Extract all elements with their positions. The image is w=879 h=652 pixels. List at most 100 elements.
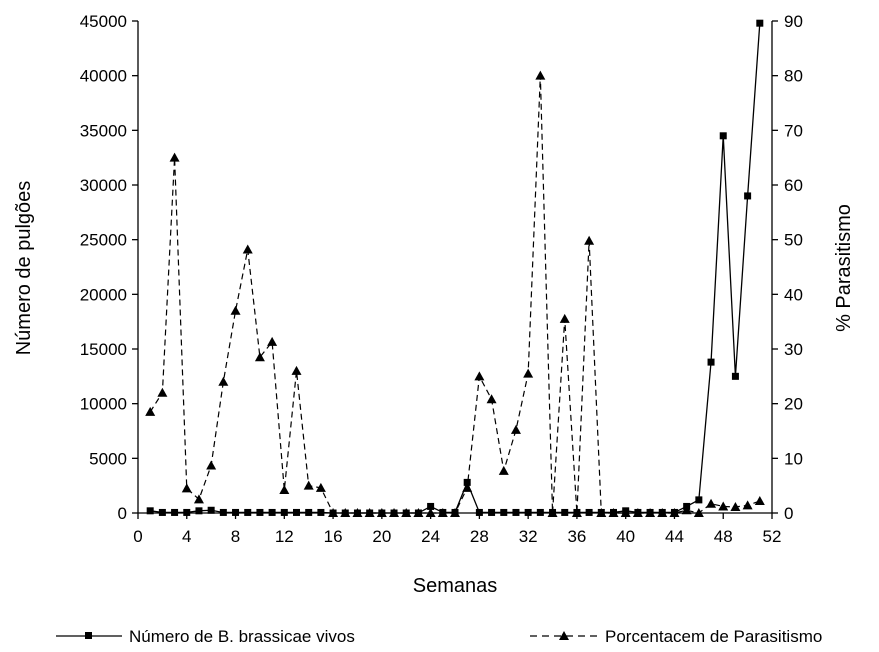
x-tick-label: 0 xyxy=(133,527,142,546)
point-parasitism xyxy=(523,368,534,378)
legend: Número de B. brassicae vivos Porcentacem… xyxy=(56,627,822,646)
y-tick-label: 35000 xyxy=(80,121,127,140)
point-parasitism xyxy=(315,482,326,492)
point-parasitism xyxy=(645,508,656,517)
series-line-live-aphids xyxy=(150,23,761,514)
point-parasitism xyxy=(279,485,290,495)
point-parasitism xyxy=(693,508,704,517)
y2-tick-label: 70 xyxy=(784,121,803,140)
x-tick-label: 20 xyxy=(372,527,391,546)
point-live-aphids xyxy=(171,508,179,516)
point-parasitism xyxy=(425,508,436,517)
legend-marker-square xyxy=(85,632,92,639)
point-parasitism xyxy=(145,406,156,416)
point-parasitism xyxy=(559,313,570,323)
point-parasitism xyxy=(230,305,241,315)
y-tick-label: 25000 xyxy=(80,231,127,250)
point-live-aphids xyxy=(707,358,715,366)
point-parasitism xyxy=(376,508,387,517)
point-live-aphids xyxy=(585,508,593,516)
x-axis-title: Semanas xyxy=(413,575,498,597)
point-parasitism xyxy=(486,394,497,404)
y2-tick-label: 50 xyxy=(784,231,803,250)
point-parasitism xyxy=(754,495,765,505)
point-parasitism xyxy=(328,508,339,517)
x-tick-label: 36 xyxy=(567,527,586,546)
point-parasitism xyxy=(437,508,448,517)
y2-tick-label: 90 xyxy=(784,12,803,31)
y-tick-label: 45000 xyxy=(80,12,127,31)
series-parasitism xyxy=(145,70,765,517)
x-tick-label: 44 xyxy=(665,527,684,546)
point-parasitism xyxy=(364,508,375,517)
point-live-aphids xyxy=(232,508,240,516)
x-tick-label: 52 xyxy=(763,527,782,546)
point-parasitism xyxy=(718,501,729,511)
x-tick-label: 16 xyxy=(324,527,343,546)
y-axis-title: Número de pulgões xyxy=(13,181,35,356)
point-live-aphids xyxy=(731,372,739,380)
point-parasitism xyxy=(620,508,631,517)
point-live-aphids xyxy=(561,508,569,516)
point-parasitism xyxy=(389,508,400,517)
legend-item-parasitism: Porcentacem de Parasitismo xyxy=(530,627,822,646)
y-tick-label: 40000 xyxy=(80,67,127,86)
point-parasitism xyxy=(206,460,217,470)
series-line-parasitism xyxy=(149,75,761,514)
point-parasitism xyxy=(340,508,351,517)
y2-tick-label: 0 xyxy=(784,504,793,523)
y-tick-label: 20000 xyxy=(80,285,127,304)
axes: 0 4 8 12 16 20 24 28 32 36 40 44 48 52050001000015000… xyxy=(80,12,803,546)
point-parasitism xyxy=(181,483,192,493)
legend-item-live-aphids: Número de B. brassicae vivos xyxy=(56,627,355,646)
point-parasitism xyxy=(742,500,753,510)
point-parasitism xyxy=(596,508,607,517)
point-live-aphids xyxy=(293,508,300,516)
point-live-aphids xyxy=(280,508,288,516)
point-live-aphids xyxy=(427,502,435,510)
point-parasitism xyxy=(401,508,412,517)
point-parasitism xyxy=(632,508,643,517)
point-parasitism xyxy=(291,365,302,375)
y-tick-label: 0 xyxy=(118,504,127,523)
point-parasitism xyxy=(413,508,424,517)
x-tick-label: 40 xyxy=(616,527,635,546)
x-tick-label: 48 xyxy=(714,527,733,546)
point-parasitism xyxy=(450,508,460,517)
point-live-aphids xyxy=(500,508,508,516)
y2-tick-label: 20 xyxy=(784,395,803,414)
point-live-aphids xyxy=(463,478,471,486)
point-live-aphids xyxy=(195,507,203,515)
point-live-aphids xyxy=(536,508,544,516)
point-parasitism xyxy=(730,501,741,511)
point-live-aphids xyxy=(475,508,483,516)
point-parasitism xyxy=(254,352,265,362)
point-parasitism xyxy=(474,371,485,381)
point-live-aphids xyxy=(744,192,752,200)
point-live-aphids xyxy=(256,508,264,516)
point-live-aphids xyxy=(219,508,227,516)
y-tick-label: 10000 xyxy=(80,395,127,414)
y-tick-label: 15000 xyxy=(80,340,127,359)
point-live-aphids xyxy=(756,19,764,27)
legend-label-parasitism: Porcentacem de Parasitismo xyxy=(605,627,822,646)
point-parasitism xyxy=(681,505,692,515)
point-parasitism xyxy=(498,465,509,475)
x-tick-label: 32 xyxy=(519,527,538,546)
point-parasitism xyxy=(157,387,168,397)
y2-tick-label: 40 xyxy=(784,285,803,304)
point-parasitism xyxy=(218,376,229,386)
point-parasitism xyxy=(657,508,668,517)
point-parasitism xyxy=(462,482,473,492)
x-tick-label: 4 xyxy=(182,527,191,546)
point-parasitism xyxy=(193,494,204,504)
point-live-aphids xyxy=(244,508,252,516)
point-parasitism xyxy=(303,480,314,490)
legend-marker-triangle xyxy=(559,631,569,640)
point-live-aphids xyxy=(146,507,154,515)
point-parasitism xyxy=(608,508,619,517)
point-parasitism xyxy=(669,508,680,517)
point-parasitism xyxy=(535,70,546,80)
point-parasitism xyxy=(510,424,521,434)
